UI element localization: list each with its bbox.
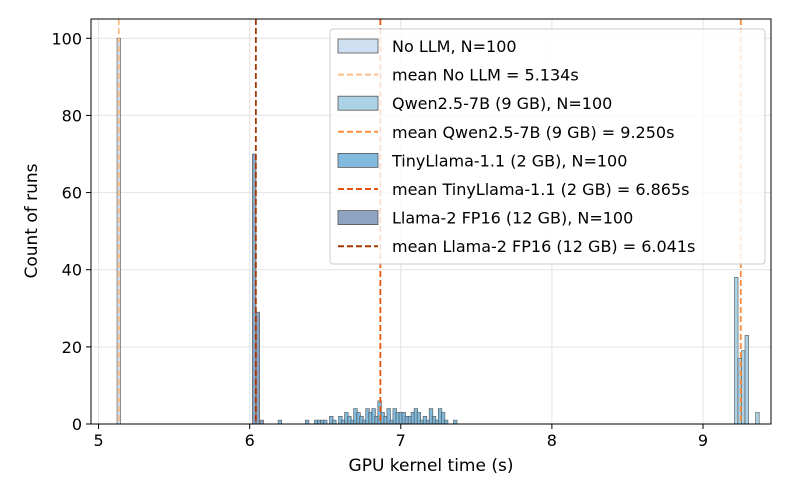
histogram-bar bbox=[277, 419, 283, 425]
histogram-bar bbox=[453, 419, 458, 425]
legend-swatch bbox=[337, 210, 379, 226]
legend-swatch bbox=[337, 38, 379, 54]
y-tick-label: 60 bbox=[62, 184, 82, 203]
x-tick-label: 5 bbox=[93, 431, 103, 450]
x-tick-label: 7 bbox=[396, 431, 406, 450]
histogram-bar bbox=[755, 412, 760, 425]
plot-frame bbox=[90, 18, 772, 425]
legend-label: No LLM, N=100 bbox=[392, 37, 517, 56]
x-tick-label: 9 bbox=[698, 431, 708, 450]
y-axis-label: Count of runs bbox=[22, 163, 42, 278]
legend-label: mean No LLM = 5.134s bbox=[392, 66, 579, 85]
x-tick-label: 6 bbox=[245, 431, 255, 450]
histogram-bar bbox=[332, 419, 337, 425]
y-tick-label: 100 bbox=[51, 29, 82, 48]
y-tick-label: 20 bbox=[62, 338, 82, 357]
y-tick-label: 0 bbox=[72, 415, 82, 434]
y-tick-label: 80 bbox=[62, 106, 82, 125]
x-axis-ticks: 5 6 7 8 9 bbox=[93, 424, 708, 450]
legend-label: Qwen2.5-7B (9 GB), N=100 bbox=[392, 94, 612, 113]
x-tick-label: 8 bbox=[547, 431, 557, 450]
x-axis-label: GPU kernel time (s) bbox=[349, 456, 514, 476]
legend-label: mean TinyLlama-1.1 (2 GB) = 6.865s bbox=[392, 180, 690, 199]
histogram-bar bbox=[259, 419, 264, 425]
histogram-bar bbox=[734, 277, 739, 425]
histogram-bar bbox=[304, 419, 310, 425]
legend-label: mean Llama-2 FP16 (12 GB) = 6.041s bbox=[392, 237, 695, 256]
legend: No LLM, N=100 mean No LLM = 5.134s Qwen2.5… bbox=[329, 28, 766, 265]
histogram-bar bbox=[744, 334, 749, 425]
legend-label: Llama-2 FP16 (12 GB), N=100 bbox=[392, 209, 633, 228]
legend-label: mean Qwen2.5-7B (9 GB) = 9.250s bbox=[392, 123, 674, 142]
legend-label: TinyLlama-1.1 (2 GB), N=100 bbox=[391, 151, 627, 170]
y-tick-label: 40 bbox=[62, 261, 82, 280]
legend-frame bbox=[329, 28, 766, 265]
legend-swatch bbox=[337, 152, 379, 168]
legend-swatch bbox=[337, 95, 379, 111]
histogram-bar bbox=[741, 350, 746, 425]
histogram-bar bbox=[323, 419, 328, 425]
histogram-bar bbox=[443, 419, 449, 425]
y-axis-ticks: 0 20 40 60 80 100 bbox=[51, 29, 91, 434]
